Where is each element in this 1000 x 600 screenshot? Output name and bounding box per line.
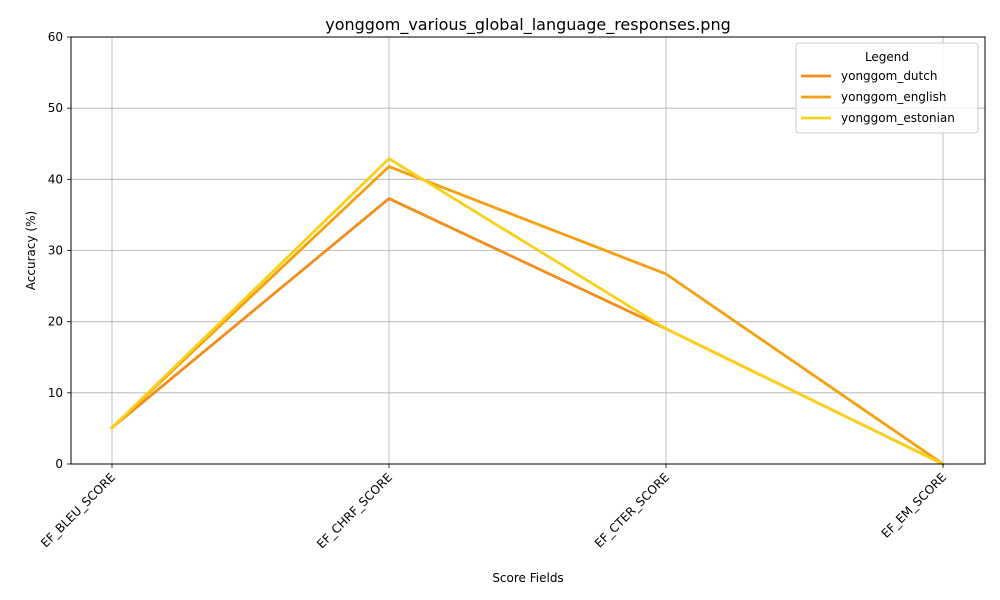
y-tick-label: 40	[48, 172, 63, 186]
y-tick-label: 10	[48, 386, 63, 400]
x-axis-title: Score Fields	[492, 571, 563, 585]
series-line-yonggom_estonian	[110, 157, 945, 466]
series-lines	[110, 157, 945, 466]
y-tick-label: 30	[48, 244, 63, 258]
legend: Legend yonggom_dutch yonggom_englishyongg…	[795, 42, 979, 134]
y-tick-label: 0	[55, 457, 63, 471]
series-line-yonggom_english	[110, 165, 945, 466]
chart-title: yonggom_various_global_language_response…	[325, 15, 730, 35]
legend-label: yonggom_estonian	[841, 111, 955, 125]
y-axis-title: Accuracy (%)	[24, 211, 38, 290]
y-tick-label: 50	[48, 101, 63, 115]
y-tick-label: 60	[48, 30, 63, 44]
y-axis: 0 10 20 30 40 50 60	[48, 30, 71, 471]
y-tick-label: 20	[48, 315, 63, 329]
legend-title: Legend	[865, 50, 909, 64]
legend-label: yonggom_dutch	[841, 69, 937, 83]
legend-label: yonggom_english	[841, 90, 946, 104]
legend-box	[795, 42, 979, 134]
